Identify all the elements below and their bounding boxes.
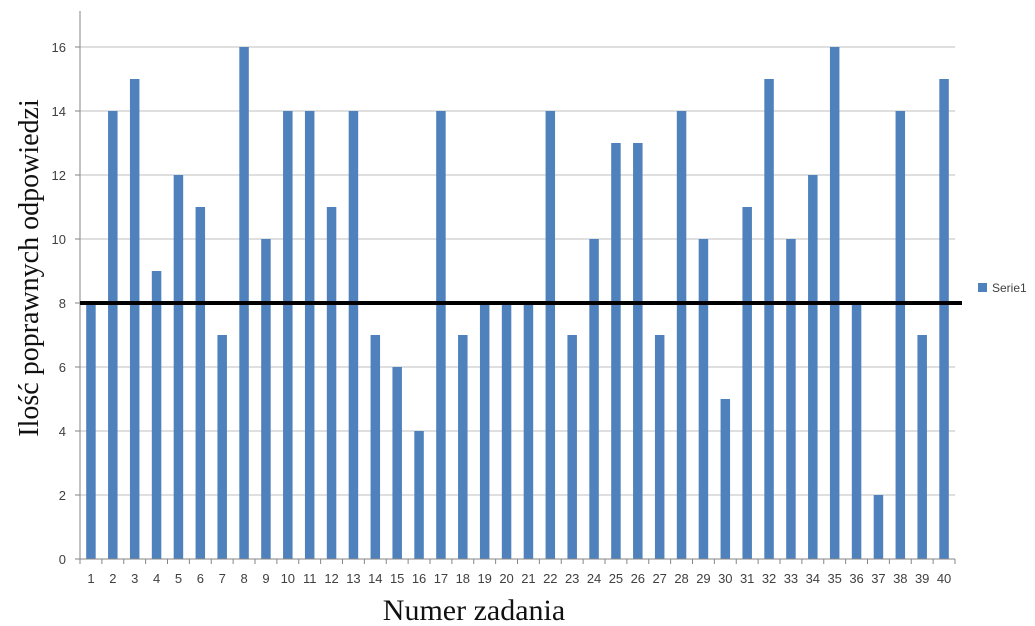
legend: Serie1	[978, 281, 1027, 295]
x-tick-label: 38	[893, 571, 907, 586]
x-tick-label: 14	[368, 571, 382, 586]
bar	[414, 431, 424, 559]
x-tick-label: 26	[631, 571, 645, 586]
bar	[436, 111, 446, 559]
x-tick-label: 8	[240, 571, 247, 586]
bar	[151, 271, 162, 559]
x-tick-label: 21	[521, 571, 535, 586]
x-tick-label: 12	[324, 571, 338, 586]
x-tick-label: 1	[87, 571, 94, 586]
legend-label: Serie1	[992, 281, 1027, 295]
gridlines	[80, 46, 955, 496]
bar	[567, 335, 577, 559]
y-axis-title: Ilość poprawnych odpowiedzi	[14, 99, 45, 437]
bar	[698, 239, 709, 559]
bar	[129, 79, 140, 559]
x-tick-label: 35	[827, 571, 841, 586]
y-tick-label: 16	[52, 40, 66, 55]
bar	[676, 111, 687, 559]
y-tick-label: 0	[59, 552, 66, 567]
y-tick-label: 6	[59, 360, 66, 375]
bar	[851, 303, 862, 559]
x-tick-label: 31	[740, 571, 754, 586]
x-tick-label: 24	[587, 571, 601, 586]
x-tick-label: 27	[652, 571, 666, 586]
x-tick-label: 29	[696, 571, 710, 586]
bar	[939, 79, 949, 559]
x-tick-label: 37	[871, 571, 885, 586]
x-tick-label: 16	[412, 571, 426, 586]
bar	[501, 303, 512, 559]
x-tick-label: 7	[219, 571, 226, 586]
x-tick-label: 18	[456, 571, 470, 586]
x-tick-label: 30	[718, 571, 732, 586]
bar	[86, 303, 96, 559]
x-tick-label: 34	[806, 571, 820, 586]
bar	[917, 335, 927, 559]
y-tick-labels: 0 2 4 6 8 10 12 14 16	[52, 40, 66, 567]
bar	[304, 111, 315, 559]
bar	[873, 495, 884, 559]
bar	[895, 111, 906, 559]
bar	[523, 303, 534, 559]
bar	[173, 175, 184, 559]
x-tick-label: 11	[303, 571, 317, 586]
bar	[611, 143, 621, 559]
bar	[545, 111, 556, 559]
x-tick-label: 39	[915, 571, 929, 586]
y-tick-label: 12	[52, 168, 66, 183]
bar	[108, 111, 118, 559]
x-tick-label: 36	[849, 571, 863, 586]
x-tick-label: 17	[434, 571, 448, 586]
y-tick-label: 8	[59, 296, 66, 311]
bar	[742, 207, 752, 559]
bar	[764, 79, 774, 559]
x-tick-label: 9	[262, 571, 269, 586]
y-tick-label: 4	[59, 424, 66, 439]
bar	[261, 239, 271, 559]
legend-swatch	[978, 283, 987, 292]
bar	[458, 335, 468, 559]
bar	[633, 143, 643, 559]
y-tick-label: 14	[52, 104, 66, 119]
bar	[217, 335, 227, 559]
x-tick-label: 32	[762, 571, 776, 586]
bar	[195, 207, 206, 559]
bar	[479, 303, 490, 559]
x-tick-label: 33	[784, 571, 798, 586]
bar	[370, 335, 381, 559]
x-tick-label: 19	[477, 571, 491, 586]
bar	[786, 239, 796, 559]
bar	[283, 111, 293, 559]
x-tick-label: 22	[543, 571, 557, 586]
bar	[720, 399, 731, 559]
x-tick-label: 3	[131, 571, 138, 586]
bar	[392, 367, 402, 559]
x-axis-title: Numer zadania	[383, 594, 565, 626]
x-tick-label: 23	[565, 571, 579, 586]
x-tick-label: 25	[609, 571, 623, 586]
bar	[654, 335, 665, 559]
x-tick-label: 20	[499, 571, 513, 586]
x-tick-labels: 1 2 3 4 5 6 7 8 9 10 11 12 13 14 15 16 17 18 19 20 21 22 23 24 2…	[87, 571, 951, 586]
x-tick-label: 5	[175, 571, 182, 586]
bar	[589, 239, 599, 559]
x-tick-label: 28	[674, 571, 688, 586]
axes	[75, 11, 956, 564]
x-tick-label: 10	[281, 571, 295, 586]
x-tick-label: 40	[937, 571, 951, 586]
bars	[86, 47, 949, 559]
x-tick-label: 6	[197, 571, 204, 586]
x-tick-label: 13	[346, 571, 360, 586]
x-tick-label: 4	[153, 571, 160, 586]
bar	[348, 111, 359, 559]
y-tick-label: 10	[52, 232, 66, 247]
bar	[326, 207, 337, 559]
x-tick-label: 2	[109, 571, 116, 586]
x-tick-label: 15	[390, 571, 404, 586]
y-tick-label: 2	[59, 488, 66, 503]
bar	[808, 175, 818, 559]
